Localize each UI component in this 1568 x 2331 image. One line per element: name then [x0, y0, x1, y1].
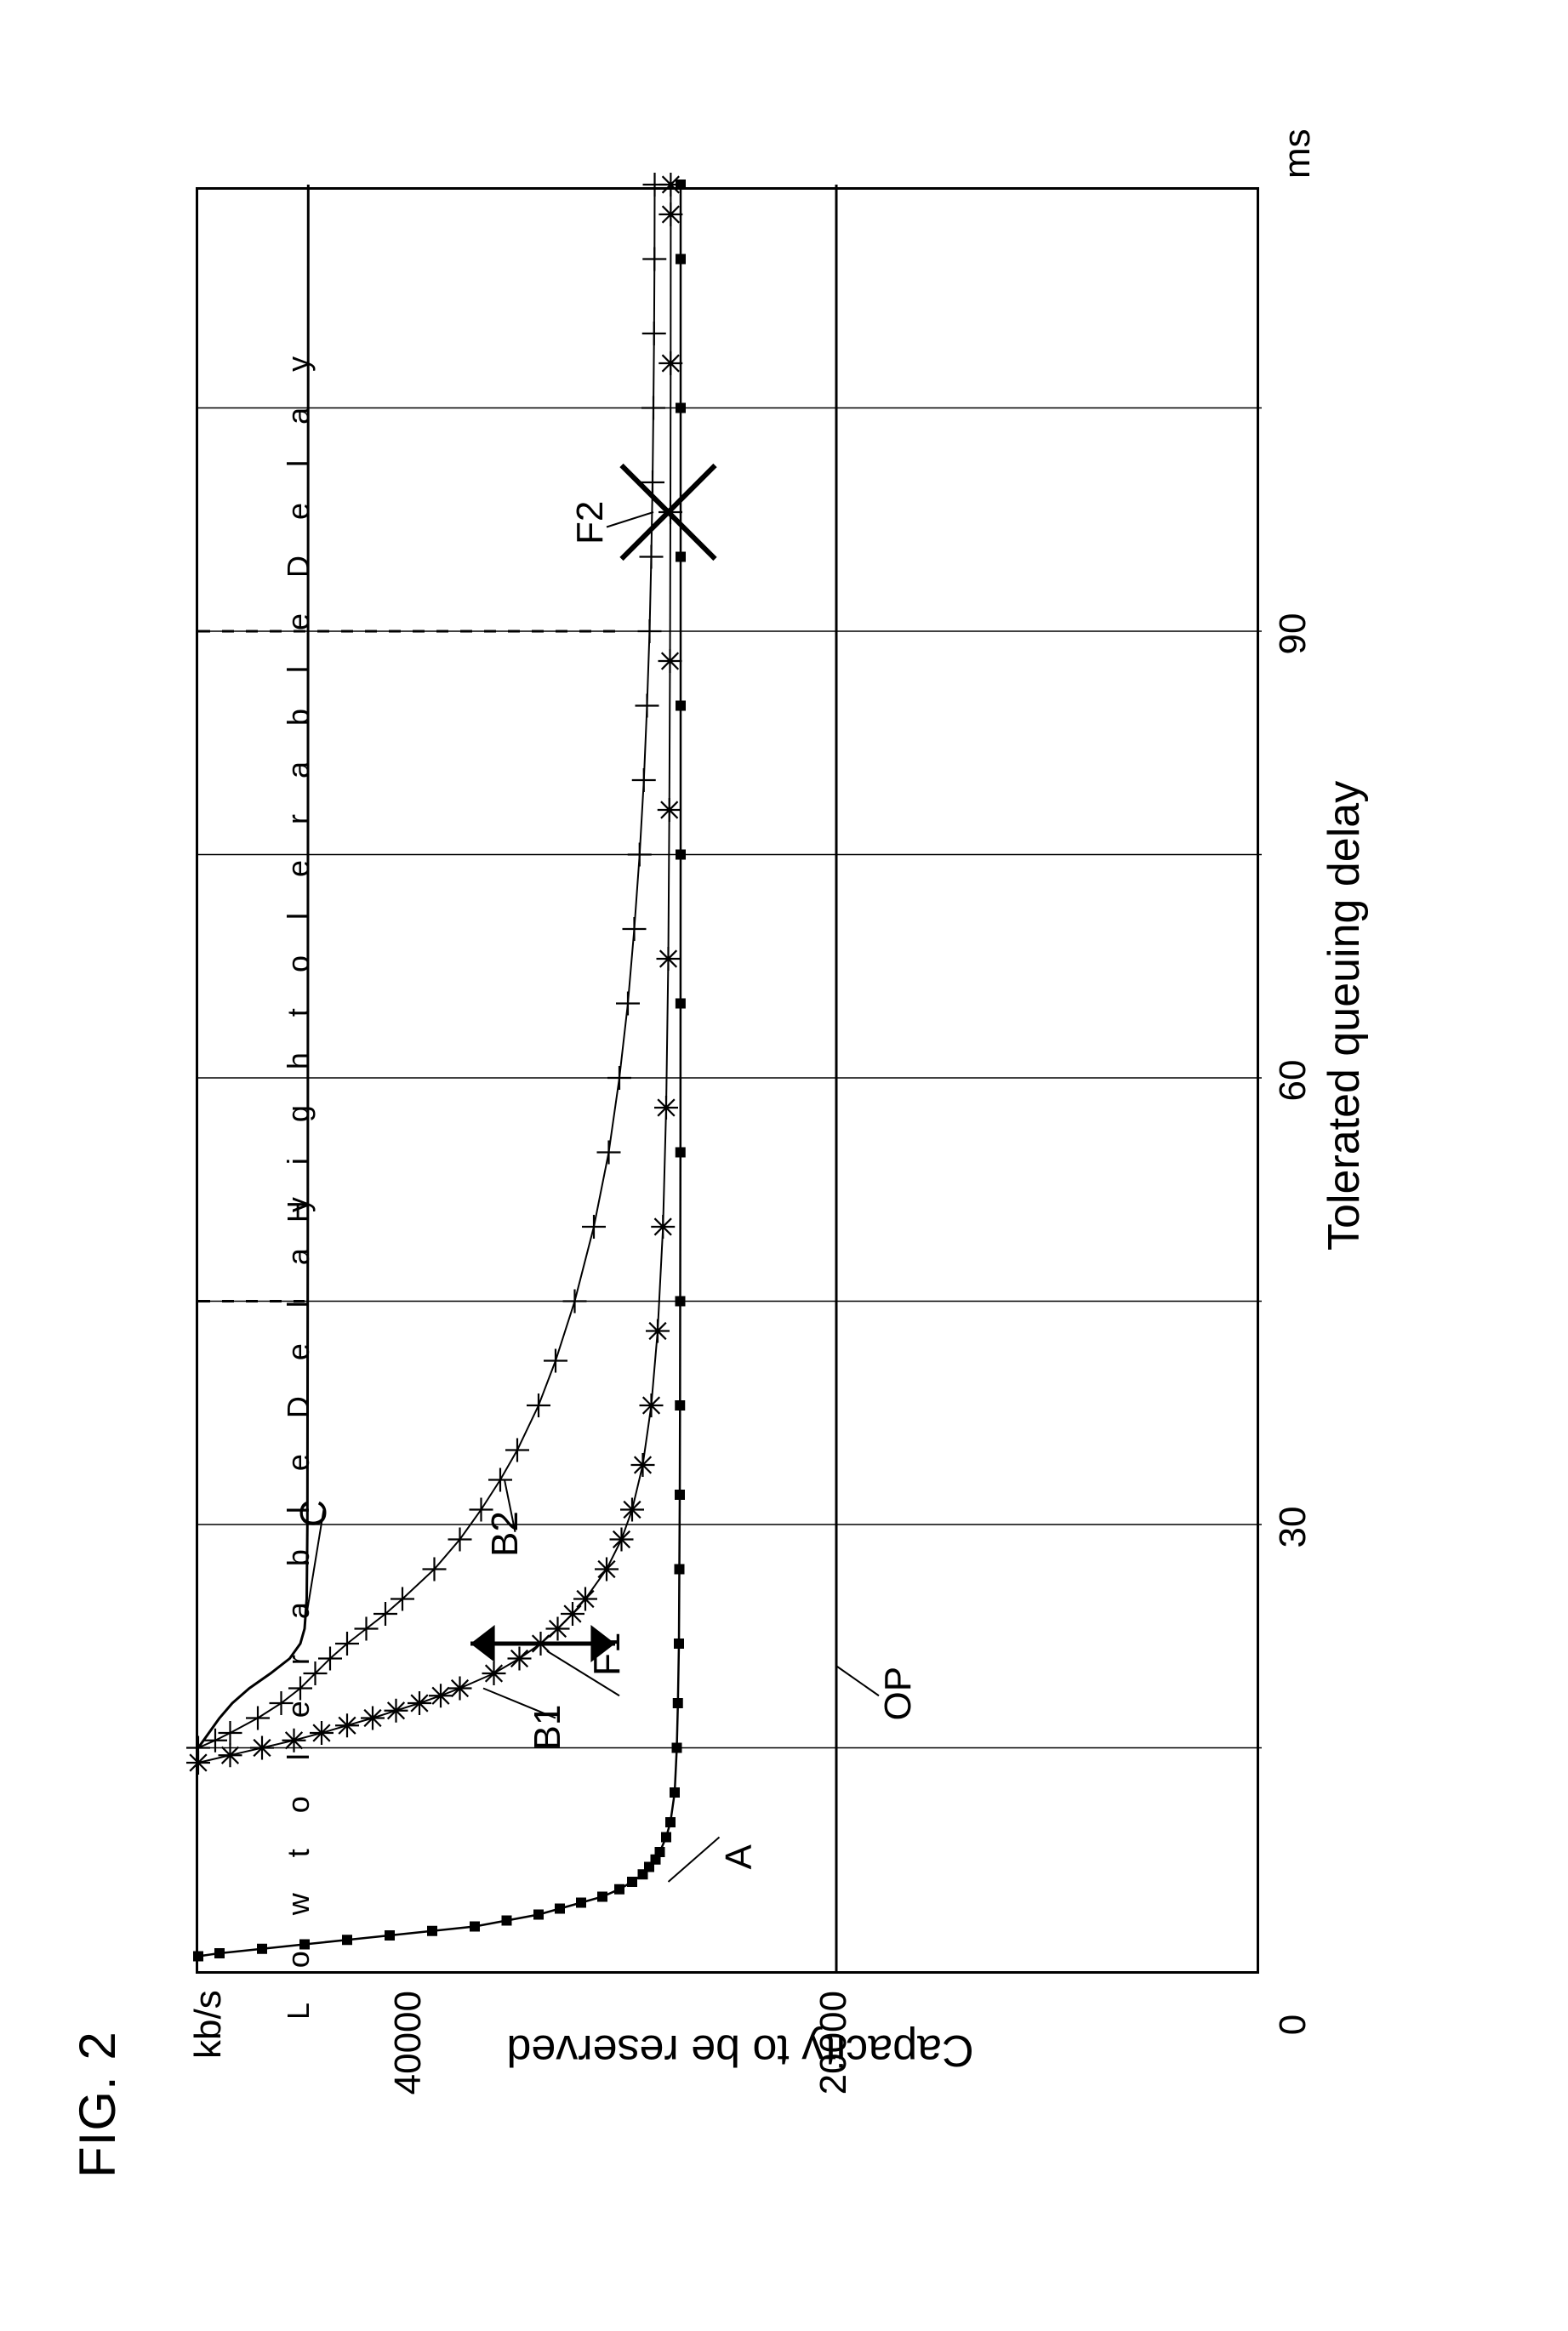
y-axis-unit: kb/s [187, 1990, 230, 2059]
marker-label-F2: F2 [569, 501, 612, 544]
x-tick-label: 60 [1272, 1060, 1314, 1102]
x-axis-unit: ms [1276, 128, 1319, 179]
origin-tick-label: 0 [1272, 2015, 1314, 2035]
line-label-OP: OP [877, 1667, 920, 1721]
series-label-B2: B2 [484, 1511, 527, 1557]
region-label-low: L o w t o l e r a b l e D e l a y [281, 1183, 316, 2020]
page: FIG. 2 Capacity to be reserved Tolerated… [0, 0, 1568, 2331]
plot-area [196, 187, 1259, 1974]
series-label-C: C [293, 1500, 335, 1527]
x-tick-label: 30 [1272, 1507, 1314, 1548]
x-axis-label: Tolerated queuing delay [1319, 781, 1370, 1251]
figure-landscape-wrap: FIG. 2 Capacity to be reserved Tolerated… [68, 102, 1497, 2229]
series-label-B1: B1 [527, 1705, 569, 1751]
figure-label: FIG. 2 [68, 2031, 127, 2178]
y-tick-label: 20000 [813, 1991, 855, 2118]
plot-svg [198, 190, 1257, 1971]
marker-label-F1: F1 [586, 1633, 629, 1676]
series-label-A: A [718, 1844, 761, 1869]
region-label-high: H i g h t o l e r a b l e D e l a y [281, 343, 316, 1222]
y-axis-label: Capacity to be reserved [485, 2025, 995, 2076]
x-tick-label: 90 [1272, 613, 1314, 655]
y-tick-label: 40000 [387, 1991, 430, 2118]
